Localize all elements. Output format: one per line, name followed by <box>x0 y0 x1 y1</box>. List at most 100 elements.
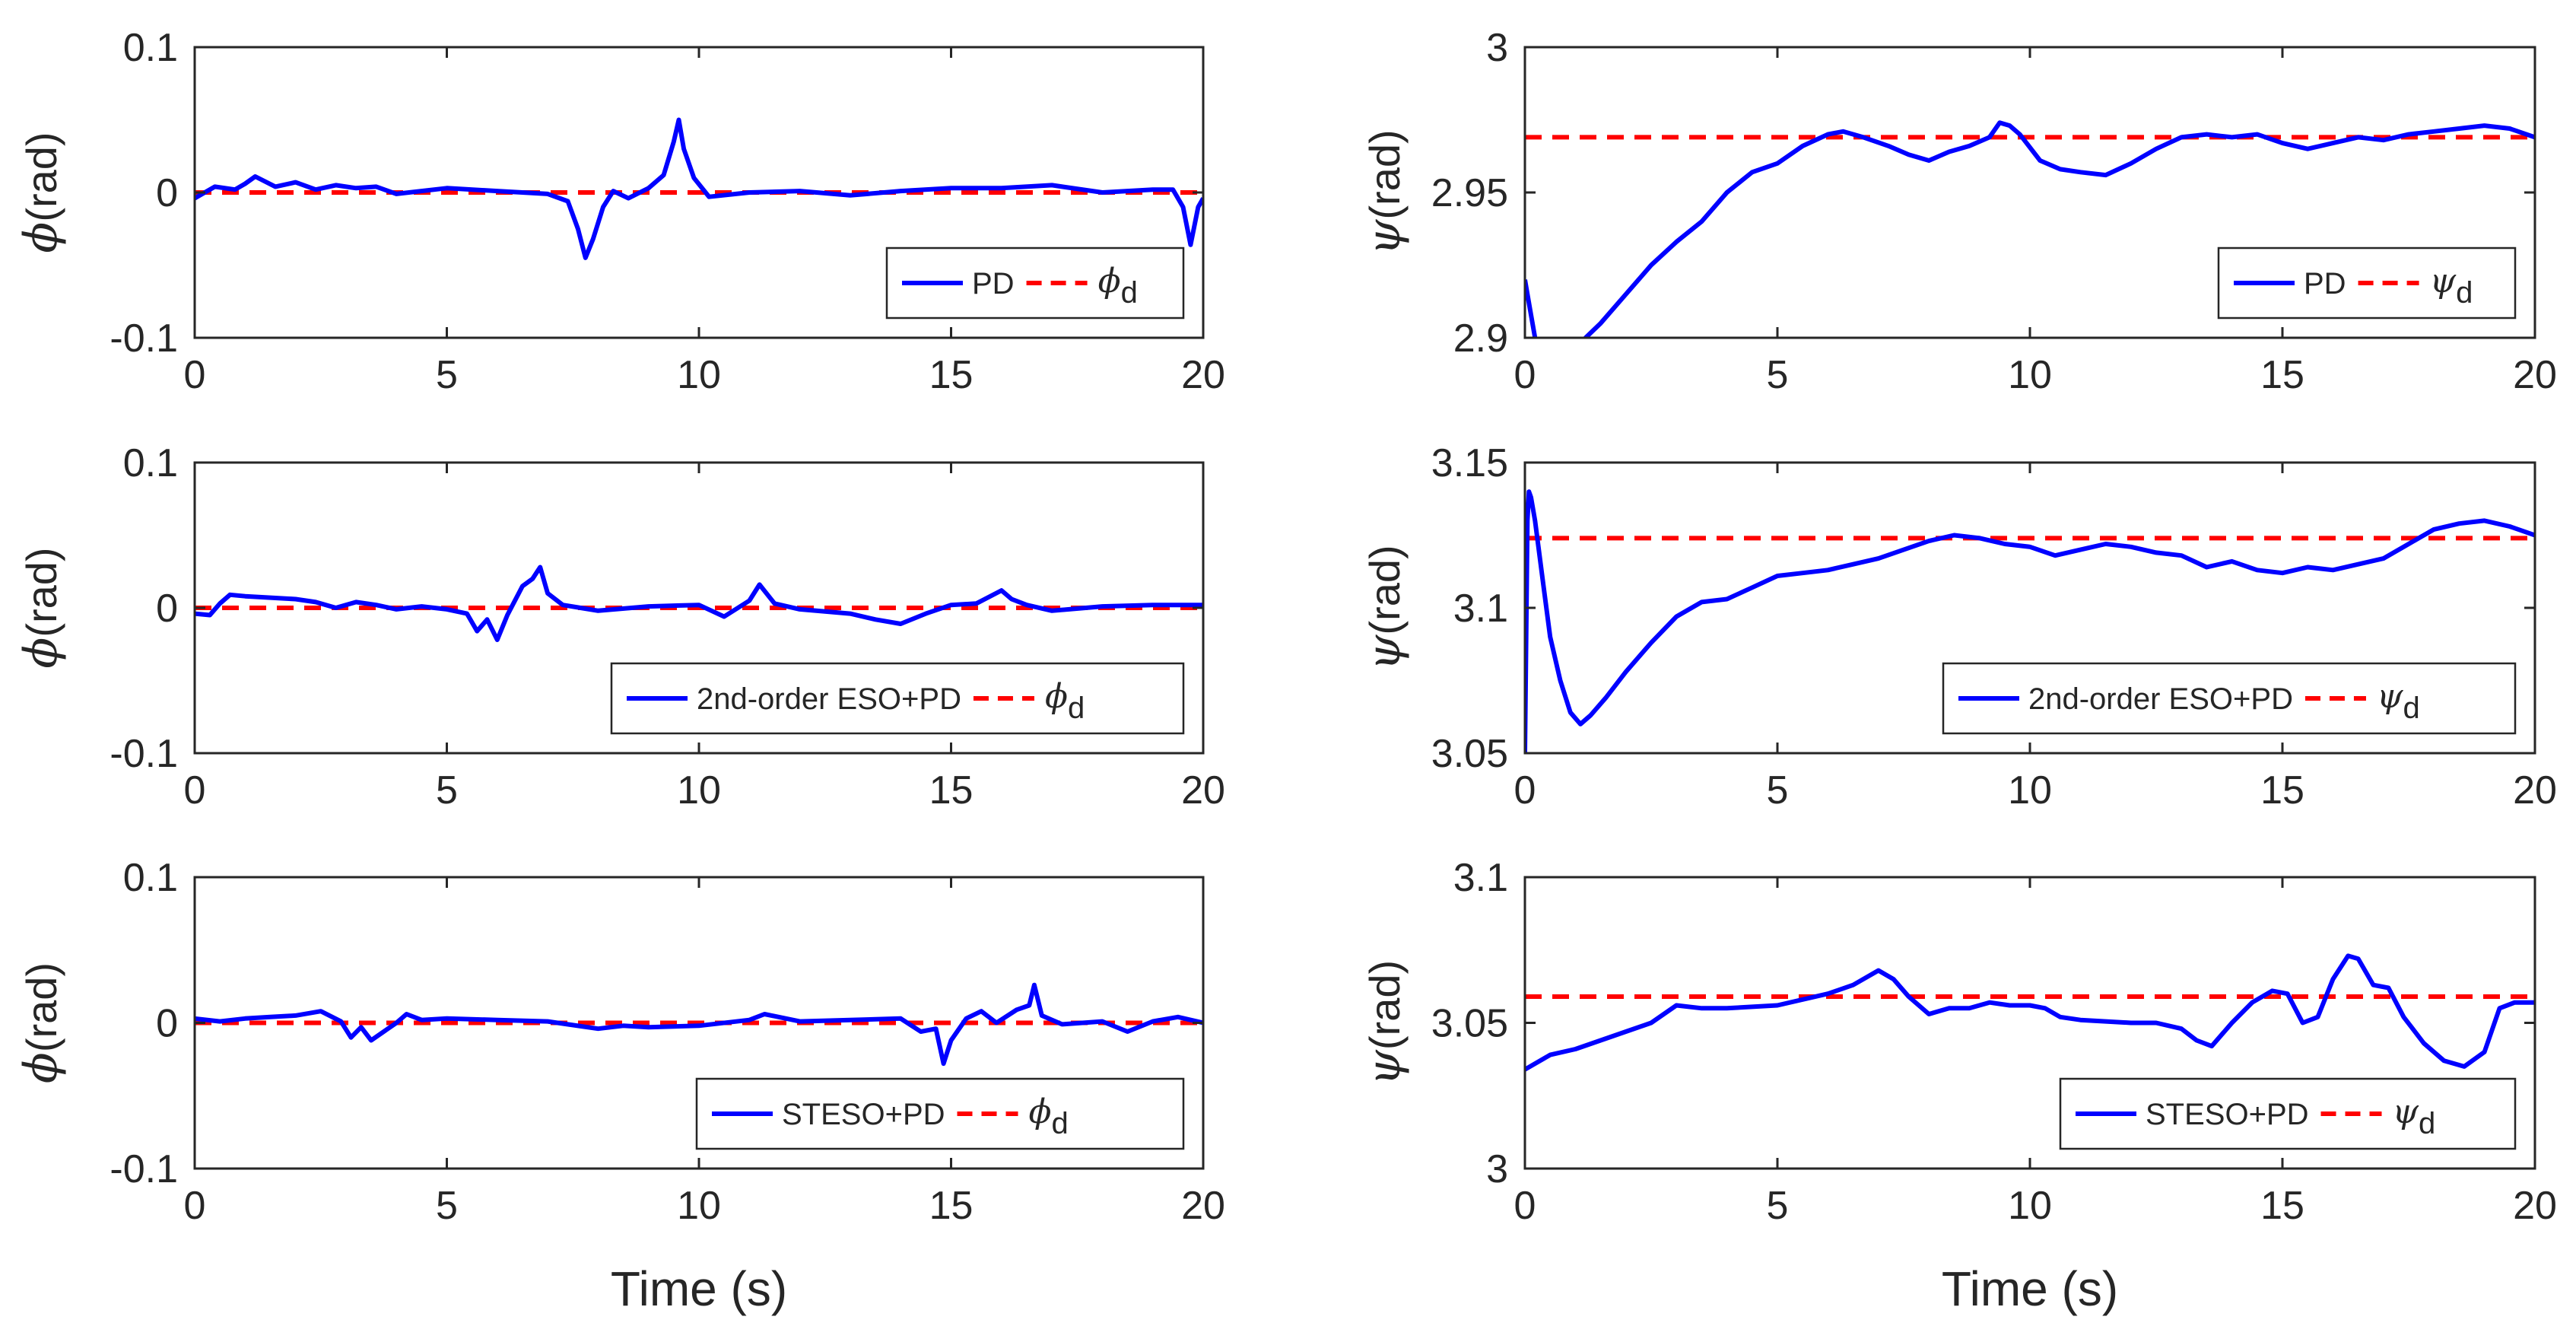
legend-desired-subscript: d <box>2403 692 2419 725</box>
y-axis-label: ϕ(rad) <box>14 132 68 253</box>
x-tick-label: 0 <box>184 353 206 397</box>
y-axis-label-symbol: ψ <box>1358 1049 1411 1086</box>
chart-phi-pd: 0 5 10 15 20-0.100.1ϕ(rad)PD ϕd <box>14 26 1225 397</box>
y-tick-label: 3.05 <box>1431 1002 1508 1046</box>
x-tick-label: 15 <box>929 353 974 397</box>
x-tick-label: 10 <box>2008 353 2052 397</box>
x-tick-label: 15 <box>929 1184 974 1228</box>
legend: PD ϕd <box>885 246 1185 320</box>
legend-desired-symbol: ϕ <box>1045 677 1068 716</box>
y-tick-label: 0 <box>156 587 178 631</box>
legend-desired-subscript: d <box>1121 276 1138 310</box>
legend: STESO+PD ϕd <box>695 1077 1185 1150</box>
legend-desired-symbol: ψ <box>2430 262 2457 301</box>
y-tick-label: 3 <box>1486 26 1508 70</box>
x-axis-label: Time (s) <box>1942 1261 2118 1316</box>
legend: PD ψd <box>2217 246 2517 320</box>
y-axis-label: ϕ(rad) <box>14 962 68 1083</box>
x-tick-label: 5 <box>436 1184 458 1228</box>
y-tick-label: 3.1 <box>1453 587 1508 631</box>
legend-actual-label: PD <box>2304 267 2346 301</box>
x-axis-label: Time (s) <box>611 1261 787 1316</box>
chart-phi-steso: 0 5 10 15 20-0.100.1ϕ(rad)STESO+PD ϕd <box>14 856 1225 1228</box>
legend-desired-label: ϕd <box>1098 262 1138 310</box>
x-tick-label: 15 <box>2260 353 2304 397</box>
legend-actual-label: STESO+PD <box>782 1098 945 1131</box>
y-tick-label: 3.05 <box>1431 732 1508 776</box>
x-tick-label: 10 <box>677 353 721 397</box>
x-tick-label: 20 <box>2513 353 2557 397</box>
legend-actual-label: PD <box>972 267 1015 301</box>
legend-desired-subscript: d <box>2456 276 2473 310</box>
x-tick-label: 10 <box>677 768 721 813</box>
x-tick-label: 0 <box>1514 353 1536 397</box>
x-tick-label: 15 <box>2260 1184 2304 1228</box>
y-axis-label-symbol: ϕ <box>14 1052 68 1083</box>
y-axis-label-unit: (rad) <box>17 132 65 221</box>
y-axis-label-unit: (rad) <box>17 962 65 1052</box>
y-tick-label: -0.1 <box>110 316 178 361</box>
y-tick-label: 3 <box>1486 1147 1508 1191</box>
legend-box <box>695 1077 1185 1150</box>
y-axis-label: ψ(rad) <box>1358 545 1411 670</box>
y-tick-label: 2.9 <box>1453 316 1508 361</box>
y-tick-label: 0.1 <box>123 856 178 900</box>
y-axis-label-symbol: ψ <box>1358 219 1411 256</box>
series-line-psi-eso <box>1525 489 2535 753</box>
series-line-phi-eso <box>195 564 1203 642</box>
x-tick-label: 5 <box>436 353 458 397</box>
y-axis-label-unit: (rad) <box>1361 545 1409 634</box>
x-tick-label: 0 <box>1514 1184 1536 1228</box>
legend: 2nd-order ESO+PD ϕd <box>610 662 1185 735</box>
y-axis-label-symbol: ϕ <box>14 638 68 669</box>
legend-actual-label: 2nd-order ESO+PD <box>2028 682 2293 716</box>
y-tick-label: -0.1 <box>110 732 178 776</box>
series-line-phi-steso <box>195 982 1203 1067</box>
legend-desired-subscript: d <box>1068 692 1085 725</box>
legend-box <box>610 662 1185 735</box>
y-tick-label: 2.95 <box>1431 171 1508 215</box>
y-tick-label: 0 <box>156 1002 178 1046</box>
legend-desired-label: ϕd <box>1045 677 1085 725</box>
y-axis-label-unit: (rad) <box>17 547 65 637</box>
series-line-psi-pd <box>1525 120 2535 338</box>
y-axis-label-unit: (rad) <box>1361 960 1409 1050</box>
legend-desired-subscript: d <box>2419 1107 2435 1140</box>
x-tick-label: 0 <box>184 768 206 813</box>
legend-desired-symbol: ϕ <box>1029 1092 1052 1131</box>
x-tick-label: 0 <box>184 1184 206 1228</box>
y-tick-label: 3.15 <box>1431 441 1508 485</box>
y-axis-label-symbol: ψ <box>1358 634 1411 671</box>
y-tick-label: 0 <box>156 171 178 215</box>
y-tick-label: 0.1 <box>123 441 178 485</box>
x-tick-label: 5 <box>436 768 458 813</box>
legend-actual-label: STESO+PD <box>2146 1098 2309 1131</box>
legend-desired-symbol: ϕ <box>1098 262 1121 301</box>
legend-desired-symbol: ψ <box>2377 677 2403 716</box>
legend-desired-subscript: d <box>1052 1107 1069 1140</box>
x-tick-label: 20 <box>1181 353 1225 397</box>
y-tick-label: 3.1 <box>1453 856 1508 900</box>
legend-desired-label: ψd <box>2377 677 2420 725</box>
legend-desired-label: ψd <box>2393 1092 2436 1140</box>
x-tick-label: 10 <box>2008 1184 2052 1228</box>
legend-desired-label: ϕd <box>1029 1092 1069 1140</box>
x-tick-label: 20 <box>2513 1184 2557 1228</box>
x-tick-label: 20 <box>1181 1184 1225 1228</box>
x-tick-label: 20 <box>2513 768 2557 813</box>
y-axis-label: ψ(rad) <box>1358 960 1411 1086</box>
series-line-phi-pd <box>195 117 1203 260</box>
x-tick-label: 20 <box>1181 768 1225 813</box>
chart-psi-eso: 0 5 10 15 203.053.13.15ψ(rad)2nd-order ESO+P… <box>1358 441 2557 813</box>
legend-desired-symbol: ψ <box>2393 1092 2419 1131</box>
y-tick-label: -0.1 <box>110 1147 178 1191</box>
legend: 2nd-order ESO+PD ψd <box>1942 662 2517 735</box>
y-axis-label-unit: (rad) <box>1361 129 1409 219</box>
chart-phi-eso: 0 5 10 15 20-0.100.1ϕ(rad)2nd-order ESO+PD ϕd <box>14 441 1225 813</box>
legend-actual-label: 2nd-order ESO+PD <box>697 682 961 716</box>
legend-box <box>1942 662 2517 735</box>
x-tick-label: 10 <box>2008 768 2052 813</box>
x-tick-label: 10 <box>677 1184 721 1228</box>
